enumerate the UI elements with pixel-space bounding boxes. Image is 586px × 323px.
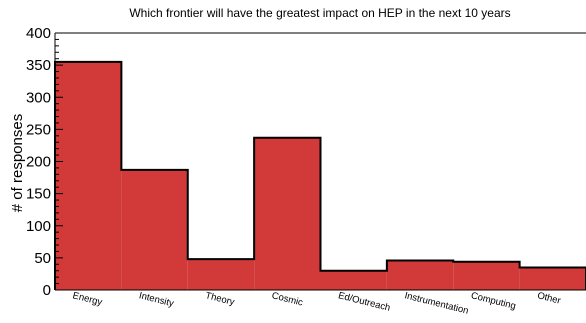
y-tick-label: 150 [26,186,51,203]
x-ticks-group: Energy Intensity Theory Cosmic Ed/Outreach In… [71,290,561,317]
bar-theory [187,259,255,290]
x-tick-label: Computing [470,290,517,312]
bars-group [54,60,586,290]
x-tick-label: Instrumentation [403,290,469,317]
chart-title: Which frontier will have the greatest im… [129,6,510,20]
x-tick-label: Ed/Outreach [337,290,391,314]
x-tick-label: Theory [204,290,236,308]
y-tick-label: 400 [26,25,51,42]
bar-outline [54,60,586,290]
y-tick-label: 200 [26,154,51,171]
bar-ed-outreach [320,270,387,290]
y-tick-label: 100 [26,218,51,235]
bar-other [519,267,586,290]
y-tick-label: 300 [26,89,51,106]
bar-instrumentation [386,260,454,290]
bar-cosmic [254,137,321,290]
bar-energy [55,61,122,290]
y-tick-label: 0 [43,282,51,299]
y-ticks-group: 0 50 100 150 200 250 300 350 400 [26,25,63,299]
y-tick-label: 50 [34,250,51,267]
bar-intensity [121,169,188,290]
x-tick-label: Intensity [138,290,175,309]
y-tick-label: 350 [26,57,51,74]
y-axis-label: # of responses [9,114,26,212]
x-tick-label: Other [536,290,562,306]
y-tick-label: 250 [26,121,51,138]
x-tick-label: Energy [71,290,103,308]
bar-computing [453,261,520,290]
x-tick-label: Cosmic [271,290,305,308]
